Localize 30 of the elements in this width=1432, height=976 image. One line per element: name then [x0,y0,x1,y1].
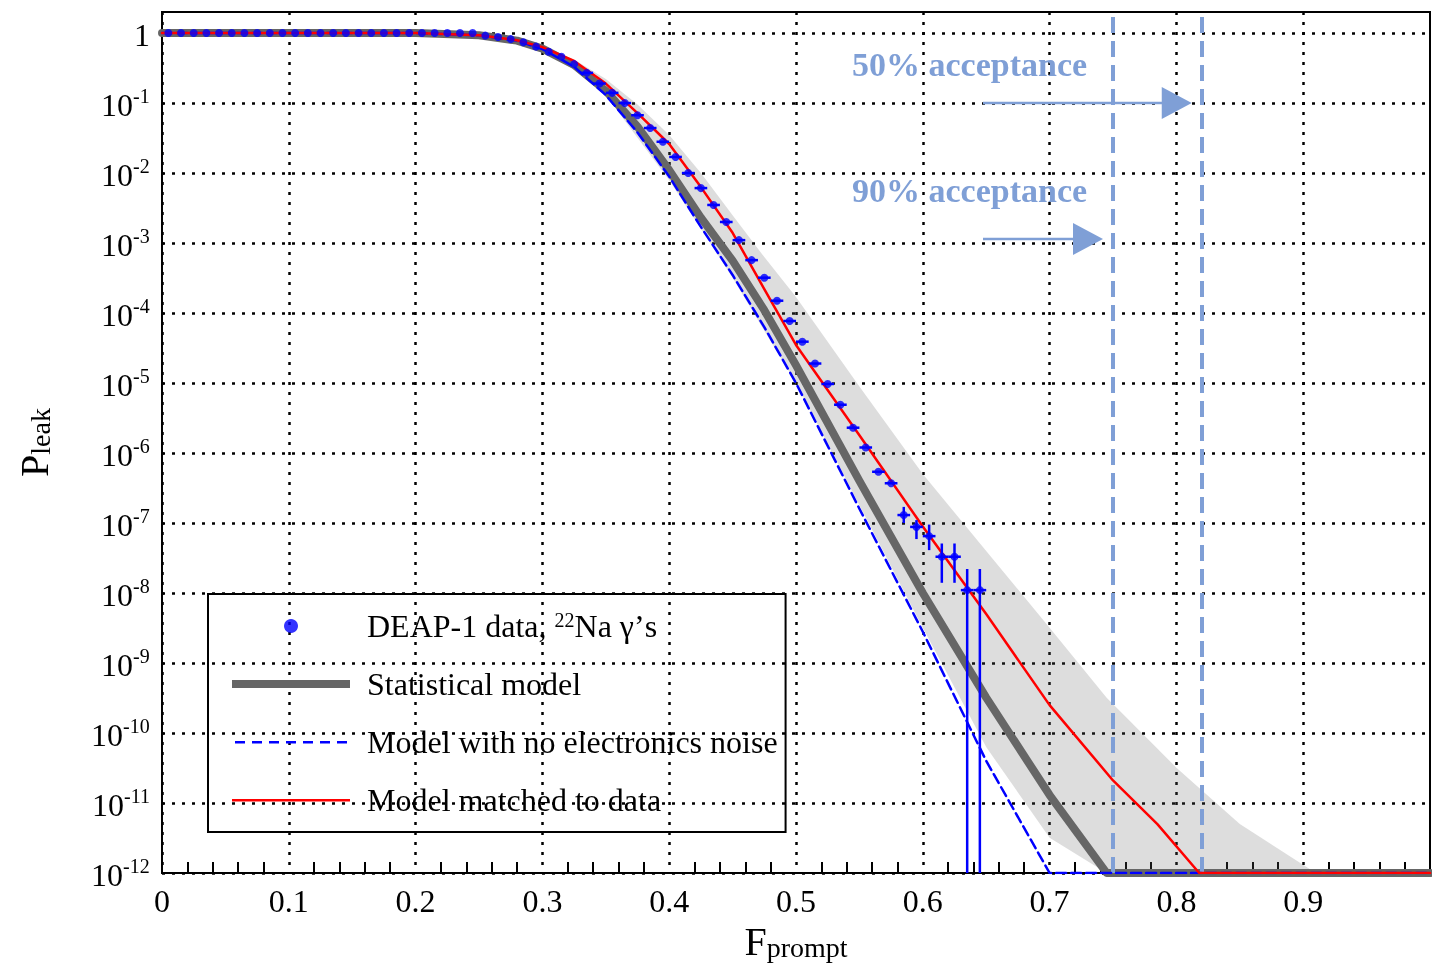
y-tick-label: 10$^{-4}$ [101,295,150,334]
y-tick-label: 10$^{-12}$ [91,855,150,893]
x-tick-label: 0.7 [1029,883,1070,919]
ref-line-label: 90% acceptance [852,172,1088,210]
x-tick-label: 0.5 [776,883,816,919]
legend-label: Model with no electronics noise [367,724,778,760]
x-tick-label: 0 [154,883,170,919]
y-tick-label: 10$^{-7}$ [101,505,150,544]
y-tick-label: 10$^{-8}$ [101,575,150,614]
y-axis-title: Pleak [11,408,57,477]
y-tick-label: 10$^{-11}$ [92,785,150,823]
x-tick-label: 0.6 [902,883,943,919]
y-tick-label: 10$^{-5}$ [101,365,150,404]
x-tick-label: 0.2 [395,883,436,919]
x-tick-label: 0.8 [1156,883,1197,919]
legend-label: Statistical model [367,666,582,702]
y-tick-label: 10$^{-3}$ [101,225,150,264]
y-tick-label: 10$^{-2}$ [101,155,150,194]
ref-line-label: 50% acceptance [852,46,1088,84]
x-tick-label: 0.4 [649,883,690,919]
y-tick-label: 1 [134,17,150,54]
y-tick-label: 10$^{-1}$ [101,85,150,124]
y-tick-label: 10$^{-10}$ [91,715,150,753]
x-tick-label: 0.1 [268,883,309,919]
x-axis-title: Fprompt [744,919,848,965]
y-tick-label: 10$^{-6}$ [101,435,150,474]
x-tick-label: 0.9 [1283,883,1324,919]
legend-label: Model matched to data [367,782,662,818]
y-tick-label: 10$^{-9}$ [101,645,150,684]
x-tick-label: 0.3 [522,883,563,919]
